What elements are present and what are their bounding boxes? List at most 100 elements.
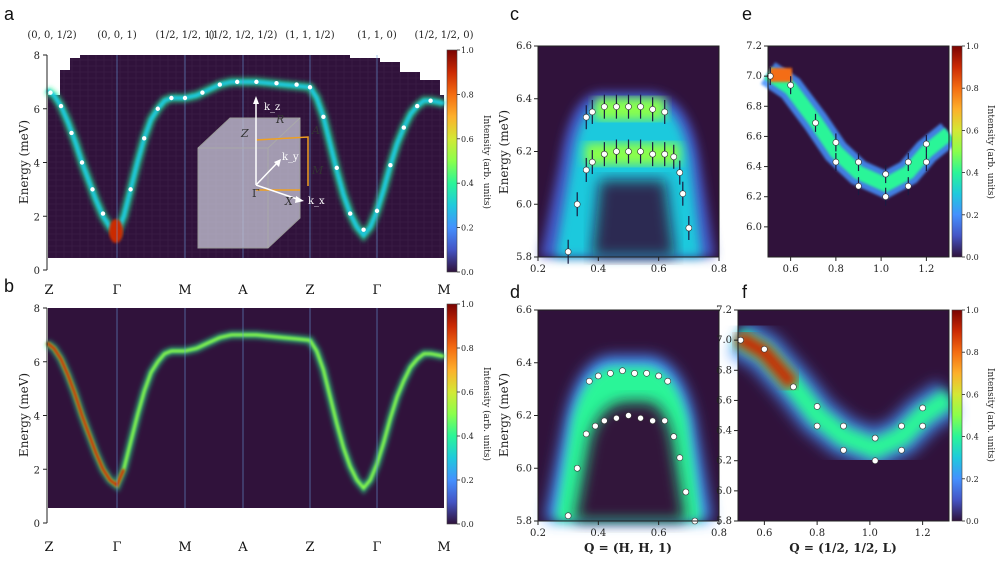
colorbar-tick-label: 0.6 <box>966 390 979 399</box>
y-tick-label: 6.4 <box>516 94 532 105</box>
colorbar-tick-label: 1.0 <box>461 46 474 55</box>
x-tick-label: 0.8 <box>828 264 844 275</box>
data-point <box>58 103 64 109</box>
panel-c: c 0.2 0.4 0.6 0.8 5.8 6.0 6.2 6.4 6.6 Energy (m… <box>497 4 727 275</box>
data-point <box>564 512 572 520</box>
colorbar-ticks-a: 0.0 0.2 0.4 0.6 0.8 1.0 <box>457 46 474 277</box>
data-point <box>919 404 926 412</box>
data-point <box>601 103 608 110</box>
kx-axis <box>255 184 301 201</box>
path-label-2: M <box>178 283 191 298</box>
colorbar-b: 0.0 0.2 0.4 0.6 0.8 1.0 Intensity (arb. units… <box>446 300 492 529</box>
colorbar-f: 0.0 0.2 0.4 0.6 0.8 1.0 Intensity (arb. units… <box>951 306 996 526</box>
data-point <box>274 81 279 86</box>
data-point <box>200 90 205 95</box>
path-label-5: Γ <box>372 540 381 555</box>
band-hot-e <box>770 68 792 82</box>
colorbar-label-b: Intensity (arb. units) <box>481 367 492 461</box>
colorbar-tick-label: 0.8 <box>461 344 474 353</box>
data-point <box>855 182 862 190</box>
data-point <box>787 81 794 89</box>
colorbar-label-f: Intensity (arb. units) <box>985 368 996 462</box>
x-tick-label: 1.0 <box>873 264 889 275</box>
data-point <box>840 446 847 454</box>
path-label-5: Γ <box>372 283 381 298</box>
panel-label-a: a <box>4 4 15 24</box>
data-point <box>904 158 912 166</box>
data-point <box>625 103 632 110</box>
y-tick-label: 0 <box>34 266 40 277</box>
ky-axis <box>255 161 279 186</box>
x-tick-label: 1.2 <box>915 528 931 539</box>
colorbar-tick-label: 0.0 <box>966 253 979 262</box>
inset-label-Z: Z <box>240 127 249 140</box>
colorbar-tick-label: 0.2 <box>461 476 474 485</box>
panel-label-d: d <box>510 282 520 302</box>
dome-inner-dark-d <box>575 402 685 521</box>
panel-f: f 0.6 0.8 1.0 1.2 5.86.06.26.46.66.87.07.2 … <box>716 282 996 555</box>
path-label-3: A <box>237 283 248 298</box>
y-tick-label: 6.0 <box>516 463 532 474</box>
y-tick-label: 6.0 <box>516 199 532 210</box>
data-point <box>643 369 650 377</box>
y-tick-label: 7.0 <box>746 71 762 82</box>
y-tick-label: 2 <box>34 212 40 223</box>
panel-e: e 0.6 0.8 1.0 1.2 6.0 6.2 6.4 6.6 6.8 7.0 7.2 0.0… <box>742 4 996 275</box>
colorbar-a: 0.0 0.2 0.4 0.6 0.8 1.0 Intensity (arb. units… <box>446 46 492 277</box>
bz-cube <box>197 117 301 249</box>
colorbar-tick-label: 0.4 <box>966 433 979 442</box>
data-point <box>48 90 53 95</box>
y-tick-label: 0 <box>34 519 40 530</box>
data-point <box>637 414 644 422</box>
path-label-4: Z <box>305 283 314 298</box>
data-point <box>235 79 240 85</box>
colorbar-tick-label: 0.2 <box>966 211 979 220</box>
data-point <box>761 345 768 353</box>
inset-label-gamma: Γ <box>252 187 260 200</box>
qpoint-label-0: (0, 0, 1/2) <box>27 30 76 41</box>
colorbar-tick-label: 0.4 <box>461 432 474 441</box>
data-point <box>637 148 644 155</box>
bz-edge <box>267 117 301 149</box>
data-point <box>670 153 678 161</box>
panel-label-f: f <box>742 282 748 302</box>
data-point <box>588 158 596 166</box>
colorbar-gradient-f <box>951 309 963 522</box>
dispersion-band-e <box>760 62 958 200</box>
x-ticks-d: 0.2 0.4 0.6 0.8 <box>530 521 727 539</box>
data-point <box>613 103 620 110</box>
y-ticks-c: 5.8 6.0 6.2 6.4 6.6 <box>516 41 538 263</box>
path-label-1: Γ <box>112 540 121 555</box>
colorbar-tick-label: 0.4 <box>966 169 979 178</box>
panel-a: a (0, 0, 1/2) (0, 0, 1) (1/2, 1/2, 1) (1… <box>4 4 492 277</box>
y-ticks-d: 5.8 6.0 6.2 6.4 6.6 <box>516 305 538 527</box>
data-point <box>832 139 840 146</box>
y-tick-label: 5.8 <box>716 516 732 527</box>
data-point <box>679 190 687 197</box>
x-tick-label: 0.8 <box>809 528 825 539</box>
panel-d: d 0.2 0.4 0.6 0.8 5.8 6.0 6.2 6.4 6.6 Energy (m… <box>497 282 727 555</box>
data-point <box>637 103 644 110</box>
data-point <box>619 367 626 374</box>
colorbar-gradient-a <box>446 49 458 273</box>
data-point <box>613 414 620 422</box>
y-ticks-a: 0 2 4 6 8 <box>34 51 47 277</box>
y-tick-label: 6.4 <box>516 358 532 369</box>
kx-arrowhead <box>295 196 304 203</box>
data-point <box>79 160 85 165</box>
y-tick-label: 6.2 <box>716 456 732 467</box>
y-tick-label: 7.2 <box>746 41 762 52</box>
data-point <box>585 377 593 385</box>
data-points-d <box>564 367 699 525</box>
colorbar-tick-label: 0.6 <box>461 388 474 397</box>
qpoint-label-3: (1/2, 1/2, 1/2) <box>209 30 278 41</box>
data-point <box>321 114 326 120</box>
inset-label-ky: k_y <box>282 152 299 163</box>
y-tick-label: 4 <box>34 159 40 170</box>
data-point <box>812 119 819 127</box>
colorbar-gradient-b <box>446 303 458 525</box>
inset-label-M: M <box>311 164 324 177</box>
